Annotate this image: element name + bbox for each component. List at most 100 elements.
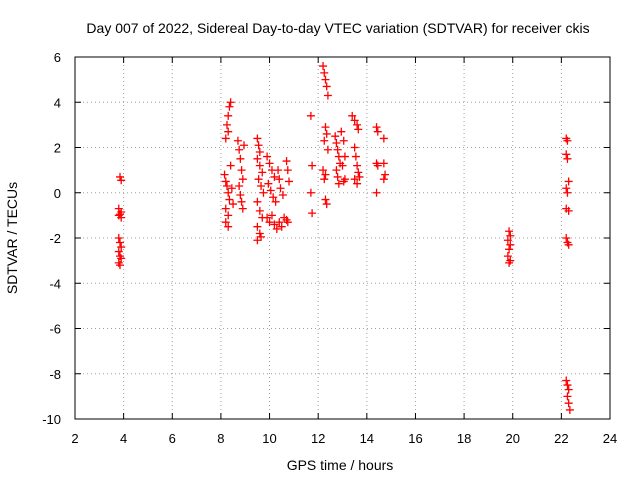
data-point	[237, 166, 246, 175]
x-tick-label: 12	[311, 431, 325, 446]
data-point	[322, 82, 331, 91]
data-point	[351, 152, 360, 161]
data-point	[563, 136, 572, 145]
data-point	[115, 172, 124, 181]
data-point	[562, 376, 571, 385]
data-point	[337, 127, 346, 136]
data-point	[270, 220, 279, 229]
data-point	[257, 232, 266, 241]
data-point	[306, 111, 315, 120]
data-point	[267, 211, 276, 220]
data-point	[562, 234, 571, 242]
data-point	[563, 392, 572, 401]
data-point	[224, 111, 233, 120]
data-point	[235, 181, 244, 190]
data-point	[227, 184, 236, 193]
data-point	[233, 136, 242, 145]
data-point	[229, 200, 238, 209]
data-point	[258, 168, 267, 177]
data-point	[373, 127, 382, 136]
data-point	[381, 170, 390, 179]
data-point	[255, 229, 264, 238]
data-point	[322, 129, 331, 138]
x-tick-label: 6	[169, 431, 176, 446]
data-point	[353, 161, 362, 170]
data-point	[379, 134, 388, 143]
data-point	[278, 191, 287, 200]
data-point	[220, 170, 229, 179]
data-point	[221, 218, 230, 227]
data-point	[264, 179, 273, 188]
data-point	[277, 222, 286, 231]
data-point	[271, 197, 280, 206]
data-point	[354, 168, 363, 177]
data-point	[350, 116, 359, 125]
data-point	[353, 179, 362, 188]
data-point	[338, 161, 347, 170]
data-point	[283, 218, 292, 227]
y-tick-label: -10	[42, 412, 61, 427]
x-tick-label: 14	[360, 431, 374, 446]
data-point	[222, 181, 231, 190]
data-point	[503, 252, 512, 261]
data-point	[259, 188, 268, 197]
data-point	[350, 143, 359, 152]
data-point	[236, 191, 245, 200]
data-point	[224, 188, 233, 197]
data-point	[236, 154, 245, 163]
data-point	[222, 120, 231, 129]
data-point	[221, 177, 230, 186]
data-point	[379, 159, 388, 168]
data-point	[117, 243, 126, 252]
data-point	[339, 136, 348, 145]
data-point	[506, 240, 515, 249]
data-point	[564, 385, 573, 394]
data-point	[333, 172, 342, 181]
data-point	[308, 161, 317, 170]
y-tick-label: -2	[49, 231, 61, 246]
y-tick-label: -6	[49, 322, 61, 337]
data-point	[563, 188, 572, 197]
data-point	[226, 98, 235, 107]
data-point	[320, 175, 329, 184]
data-point	[503, 236, 512, 245]
data-point	[285, 177, 293, 186]
data-point	[340, 152, 349, 161]
data-point	[114, 247, 123, 256]
data-point	[235, 145, 244, 154]
data-point	[505, 227, 514, 236]
data-point	[355, 172, 364, 181]
x-tick-label: 22	[554, 431, 568, 446]
data-point	[255, 148, 264, 157]
data-point	[263, 152, 272, 161]
data-point	[323, 91, 332, 100]
data-point	[257, 181, 266, 190]
data-point	[505, 258, 514, 267]
x-tick-label: 2	[71, 431, 78, 446]
data-point	[321, 75, 330, 84]
data-point	[274, 166, 283, 175]
data-point	[253, 154, 262, 163]
x-tick-label: 4	[120, 431, 127, 446]
data-point	[564, 206, 573, 215]
data-point	[253, 236, 262, 245]
y-tick-label: 4	[54, 95, 61, 110]
data-point	[224, 127, 233, 136]
data-point	[319, 166, 328, 175]
data-point	[320, 68, 329, 77]
data-point	[564, 240, 573, 249]
data-point	[372, 123, 381, 132]
data-point	[272, 224, 281, 233]
data-point	[323, 145, 332, 154]
data-point	[275, 175, 284, 184]
data-point	[253, 134, 262, 143]
data-point	[266, 186, 275, 195]
data-point	[237, 197, 246, 206]
x-tick-label: 24	[603, 431, 617, 446]
data-point	[263, 213, 272, 222]
y-tick-label: 6	[54, 50, 61, 65]
data-point	[254, 141, 263, 150]
x-tick-label: 8	[217, 431, 224, 446]
data-point	[353, 120, 362, 129]
